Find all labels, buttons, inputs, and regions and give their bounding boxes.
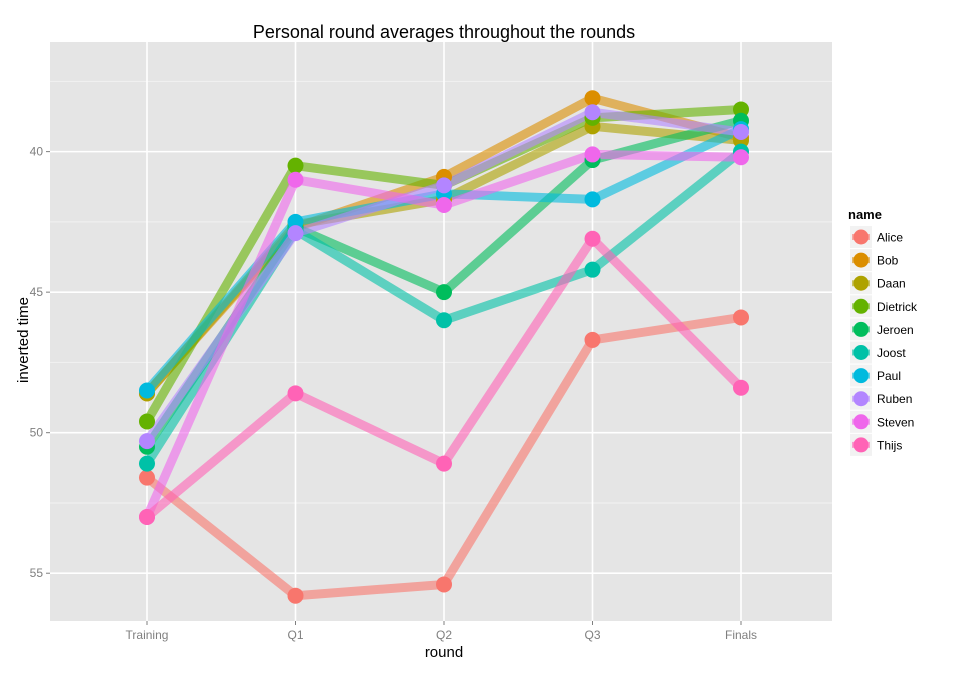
data-point-alice <box>287 587 304 604</box>
data-point-thijs <box>139 509 155 526</box>
legend-key-point <box>853 298 869 314</box>
x-tick-label: Q1 <box>287 628 303 642</box>
legend-key-point <box>853 345 869 360</box>
legend-key-point <box>853 391 869 407</box>
data-point-ruben <box>287 225 304 242</box>
legend-key-point <box>853 368 869 384</box>
data-point-ruben <box>139 433 155 450</box>
data-point-steven <box>287 171 304 188</box>
y-tick-label: 55 <box>30 566 44 580</box>
legend-key-point <box>853 275 869 291</box>
data-point-alice <box>733 309 749 326</box>
data-point-ruben <box>436 177 452 194</box>
x-tick-label: Training <box>126 628 169 642</box>
x-tick-label: Q3 <box>584 628 600 642</box>
data-point-ruben <box>733 123 749 140</box>
legend-key-point <box>853 414 869 430</box>
legend-key-point <box>853 229 869 245</box>
y-tick-label: 50 <box>30 426 44 440</box>
legend: name Alice Bob Daan Dietrick Jeroen Joost Paul… <box>848 207 918 456</box>
data-point-dietrick <box>287 157 304 174</box>
data-point-alice <box>139 469 155 486</box>
data-point-paul <box>584 191 601 208</box>
y-axis-ticks: 40 45 50 55 <box>30 145 50 580</box>
legend-label-daan: Daan <box>877 277 906 291</box>
legend-label-bob: Bob <box>877 254 899 268</box>
data-point-joost <box>139 455 155 472</box>
legend-key-point <box>853 321 869 337</box>
legend-key-point <box>853 437 869 453</box>
legend-label-paul: Paul <box>877 369 901 383</box>
legend-label-jeroen: Jeroen <box>877 323 914 337</box>
legend-label-dietrick: Dietrick <box>877 300 918 314</box>
data-point-steven <box>584 146 601 163</box>
data-point-paul <box>287 213 304 230</box>
data-point-ruben <box>584 104 601 121</box>
data-point-bob <box>584 90 601 107</box>
chart-title: Personal round averages throughout the r… <box>253 22 635 42</box>
x-axis-ticks: Training Q1 Q2 Q3 Finals <box>126 621 757 642</box>
y-axis-label: inverted time <box>15 297 32 383</box>
data-point-thijs <box>287 385 304 402</box>
data-point-paul <box>139 382 155 399</box>
series-points <box>139 90 749 604</box>
legend-title: name <box>848 207 882 222</box>
x-axis-label: round <box>425 644 463 661</box>
legend-label-joost: Joost <box>877 346 906 360</box>
y-tick-label: 45 <box>30 285 44 299</box>
y-tick-label: 40 <box>30 145 44 159</box>
data-point-thijs <box>436 455 452 472</box>
data-point-alice <box>436 576 452 593</box>
data-point-alice <box>584 331 601 348</box>
x-tick-label: Finals <box>725 628 757 642</box>
legend-key-point <box>853 252 869 268</box>
data-point-steven <box>436 197 452 214</box>
legend-label-thijs: Thijs <box>877 438 902 452</box>
x-tick-label: Q2 <box>436 628 452 642</box>
data-point-dietrick <box>139 413 155 430</box>
data-point-dietrick <box>733 101 749 118</box>
legend-label-steven: Steven <box>877 415 914 429</box>
data-point-joost <box>584 261 601 278</box>
legend-label-ruben: Ruben <box>877 392 912 406</box>
data-point-thijs <box>733 379 749 396</box>
legend-label-alice: Alice <box>877 231 903 245</box>
data-point-thijs <box>584 230 601 247</box>
data-point-steven <box>733 149 749 166</box>
data-point-jeroen <box>436 284 452 301</box>
data-point-joost <box>436 312 452 329</box>
